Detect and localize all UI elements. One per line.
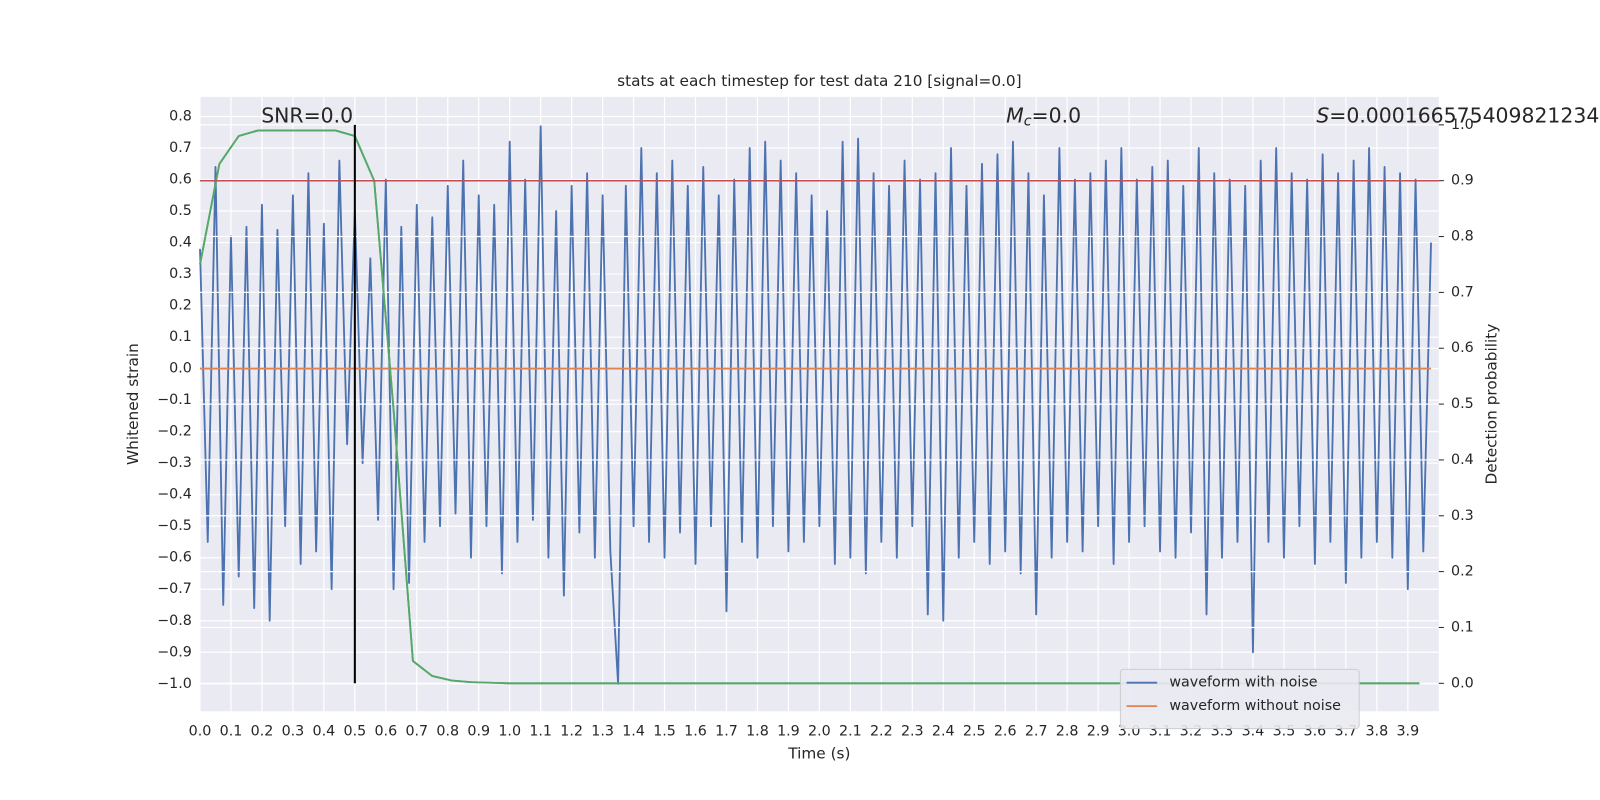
y2-tick-label: 0.9 bbox=[1451, 173, 1474, 189]
y2-tick-label: 0.7 bbox=[1451, 284, 1474, 300]
y2-tick-label: 0.2 bbox=[1451, 564, 1474, 580]
x-tick-label: 2.7 bbox=[1025, 724, 1048, 740]
x-tick-label: 0.8 bbox=[436, 724, 459, 740]
y-tick-label: −0.5 bbox=[157, 518, 192, 534]
x-tick-label: 2.5 bbox=[963, 724, 986, 740]
y-tick-label: −0.2 bbox=[157, 424, 192, 440]
x-tick-label: 0.6 bbox=[374, 724, 397, 740]
x-tick-label: 1.1 bbox=[529, 724, 552, 740]
x-tick-label: 3.8 bbox=[1365, 724, 1388, 740]
y2-tick-label: 0.4 bbox=[1451, 452, 1474, 468]
x-tick-label: 1.5 bbox=[653, 724, 676, 740]
y-tick-label: 0.2 bbox=[169, 298, 192, 314]
y2-axis-label: Detection probability bbox=[1482, 324, 1500, 485]
x-tick-label: 1.7 bbox=[715, 724, 738, 740]
x-tick-label: 2.4 bbox=[932, 724, 955, 740]
x-tick-label: 2.0 bbox=[808, 724, 831, 740]
y-tick-label: −0.1 bbox=[157, 392, 192, 408]
x-tick-label: 2.6 bbox=[994, 724, 1017, 740]
y-tick-label: −0.7 bbox=[157, 581, 192, 597]
y-tick-label: 0.7 bbox=[169, 140, 192, 156]
legend-label: waveform with noise bbox=[1169, 675, 1317, 691]
y-tick-label: 0.3 bbox=[169, 266, 192, 282]
x-tick-label: 1.6 bbox=[684, 724, 707, 740]
x-tick-label: 1.4 bbox=[622, 724, 645, 740]
x-tick-label: 1.2 bbox=[560, 724, 583, 740]
x-tick-label: 0.2 bbox=[251, 724, 274, 740]
mc-annotation: Mc=0.0 bbox=[1006, 103, 1081, 129]
chart-title: stats at each timestep for test data 210… bbox=[617, 72, 1022, 90]
y-tick-label: 0.1 bbox=[169, 329, 192, 345]
y-tick-label: −0.8 bbox=[157, 613, 192, 629]
s-annotation: S=0.000166575409821234 bbox=[1316, 103, 1599, 127]
x-tick-label: 0.7 bbox=[405, 724, 428, 740]
x-tick-label: 1.8 bbox=[746, 724, 769, 740]
legend-label: waveform without noise bbox=[1169, 698, 1341, 714]
y2-tick-label: 0.6 bbox=[1451, 340, 1474, 356]
s-symbol: S bbox=[1316, 103, 1329, 127]
x-tick-label: 2.8 bbox=[1056, 724, 1079, 740]
mc-value: =0.0 bbox=[1032, 103, 1082, 127]
y-axis-label: Whitened strain bbox=[124, 343, 142, 465]
s-value: =0.000166575409821234 bbox=[1329, 103, 1599, 127]
x-tick-label: 2.2 bbox=[870, 724, 893, 740]
y-tick-label: −0.4 bbox=[157, 487, 192, 503]
x-tick-label: 1.3 bbox=[591, 724, 614, 740]
y-tick-label: 0.5 bbox=[169, 203, 192, 219]
x-tick-label: 2.3 bbox=[901, 724, 924, 740]
y2-tick-label: 1.0 bbox=[1451, 117, 1474, 133]
y-tick-label: 0.0 bbox=[169, 361, 192, 377]
y2-tick-label: 0.1 bbox=[1451, 619, 1474, 635]
x-tick-label: 0.3 bbox=[282, 724, 305, 740]
mc-subscript: c bbox=[1024, 113, 1032, 129]
y-tick-label: 0.8 bbox=[169, 108, 192, 124]
x-tick-label: 0.4 bbox=[313, 724, 336, 740]
x-tick-label: 0.9 bbox=[467, 724, 490, 740]
x-axis-label: Time (s) bbox=[787, 745, 850, 763]
y-tick-label: −0.6 bbox=[157, 550, 192, 566]
x-tick-label: 2.1 bbox=[839, 724, 862, 740]
y-tick-label: 0.6 bbox=[169, 172, 192, 188]
y2-tick-label: 0.0 bbox=[1451, 675, 1474, 691]
x-tick-label: 3.9 bbox=[1396, 724, 1419, 740]
y-tick-label: −0.9 bbox=[157, 644, 192, 660]
y2-tick-label: 0.8 bbox=[1451, 229, 1474, 245]
x-tick-label: 0.0 bbox=[189, 724, 212, 740]
snr-annotation: SNR=0.0 bbox=[261, 103, 353, 127]
mc-symbol: M bbox=[1006, 103, 1024, 127]
x-tick-label: 0.5 bbox=[344, 724, 367, 740]
x-tick-label: 2.9 bbox=[1087, 724, 1110, 740]
x-tick-label: 1.9 bbox=[777, 724, 800, 740]
y-tick-label: 0.4 bbox=[169, 235, 192, 251]
y2-tick-label: 0.5 bbox=[1451, 396, 1474, 412]
x-tick-label: 1.0 bbox=[498, 724, 521, 740]
y2-tick-label: 0.3 bbox=[1451, 508, 1474, 524]
x-tick-label: 0.1 bbox=[220, 724, 243, 740]
legend-box bbox=[1119, 668, 1360, 730]
y-tick-label: −1.0 bbox=[157, 676, 192, 692]
y-tick-label: −0.3 bbox=[157, 455, 192, 471]
